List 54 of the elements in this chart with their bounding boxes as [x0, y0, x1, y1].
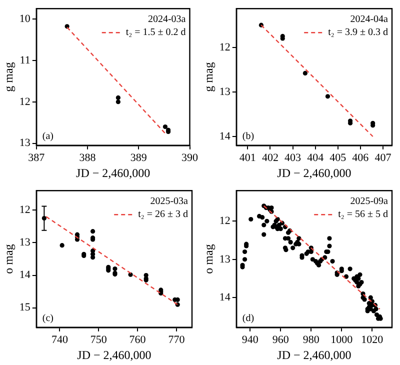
y-axis-title: o mag — [1, 244, 16, 274]
annotation: 2024-04a — [350, 14, 389, 26]
x-tick-label: 750 — [90, 334, 108, 346]
y-tick-label: 12 — [219, 41, 230, 54]
x-tick-label: 960 — [272, 334, 290, 346]
x-tick-label: 404 — [307, 152, 324, 164]
y-tick-label: 11 — [20, 54, 30, 66]
x-tick-label: 405 — [330, 152, 347, 164]
annotation: 2024-03a — [148, 14, 186, 26]
y-axis-title: g mag — [1, 62, 16, 92]
annotation: (d) — [242, 313, 254, 324]
x-axis-title: JD − 2,460,000 — [77, 348, 152, 362]
x-tick-label: 980 — [302, 334, 320, 346]
x-tick-label: 407 — [374, 152, 392, 164]
x-tick-label: 940 — [242, 334, 259, 346]
y-tick-label: 15 — [19, 302, 31, 314]
y-tick-label: 12 — [219, 215, 230, 228]
x-tick-label: 760 — [129, 334, 146, 346]
y-tick-label: 12 — [19, 204, 30, 216]
y-tick-label: 13 — [219, 253, 231, 266]
x-tick-label: 401 — [239, 152, 256, 164]
x-tick-label: 1020 — [361, 334, 384, 346]
x-tick-label: 1000 — [330, 334, 354, 346]
legend-label: t₂ = 26 ± 3 d — [138, 209, 188, 220]
annotation: (c) — [42, 313, 54, 324]
x-tick-label: 388 — [79, 152, 96, 164]
y-tick-label: 10 — [19, 12, 31, 25]
annotation: (b) — [242, 131, 254, 142]
x-tick-label: 740 — [51, 334, 68, 346]
x-axis-title: JD − 2,460,000 — [277, 166, 352, 180]
x-tick-label: 403 — [284, 152, 302, 164]
y-axis-title: o mag — [201, 244, 216, 274]
y-tick-label: 14 — [219, 291, 231, 304]
x-tick-label: 389 — [130, 152, 148, 164]
x-tick-label: 390 — [182, 152, 198, 164]
annotation: 2025-03a — [150, 196, 189, 208]
legend-label: t₂ = 3.9 ± 0.3 d — [328, 27, 388, 38]
x-tick-label: 387 — [28, 152, 46, 164]
y-tick-label: 13 — [219, 86, 231, 98]
legend-label: t₂ = 1.5 ± 0.2 d — [126, 27, 186, 38]
legend-label: t₂ = 56 ± 5 d — [338, 209, 388, 220]
y-tick-label: 13 — [19, 236, 31, 249]
y-tick-label: 13 — [19, 137, 31, 150]
x-axis-title: JD − 2,460,000 — [277, 348, 352, 362]
y-tick-label: 12 — [19, 96, 30, 108]
y-tick-label: 14 — [219, 130, 231, 142]
x-tick-label: 770 — [168, 334, 186, 346]
x-axis-title: JD − 2,460,000 — [76, 166, 150, 180]
y-axis-title: g mag — [201, 62, 216, 92]
x-tick-label: 406 — [352, 152, 370, 164]
annotation: (a) — [42, 131, 54, 142]
annotation: 2025-09a — [350, 196, 389, 208]
x-tick-label: 402 — [262, 152, 278, 164]
y-tick-label: 14 — [19, 269, 31, 282]
